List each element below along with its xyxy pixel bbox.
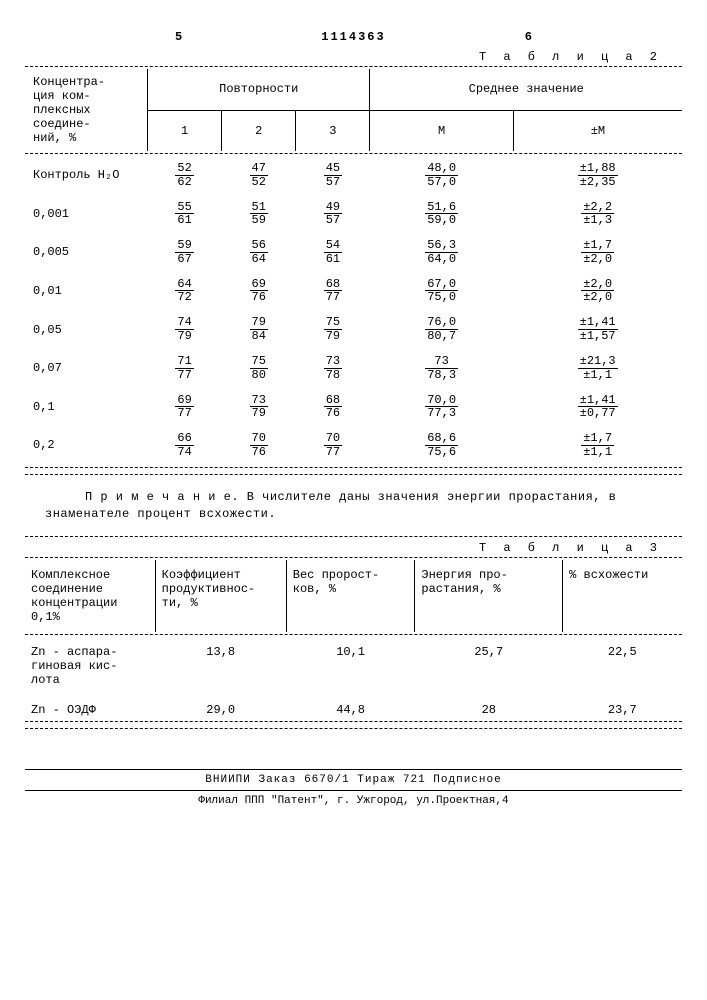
- cell: ±1,88±2,35: [513, 156, 682, 195]
- cell: 5967: [148, 233, 222, 272]
- divider: [25, 536, 682, 537]
- t3-h2: Коэффициент продуктивнос- ти, %: [155, 560, 286, 632]
- row-label: 0,07: [25, 349, 148, 388]
- cell: 7378: [296, 349, 370, 388]
- t2-h-mean: Среднее значение: [370, 69, 682, 110]
- cell: ±21,3±1,1: [513, 349, 682, 388]
- page-num-left: 5: [175, 30, 182, 44]
- table-row: Zn - аспара- гиновая кис- лота13,810,125…: [25, 637, 682, 695]
- divider: [25, 474, 682, 475]
- cell: 5262: [148, 156, 222, 195]
- table-row: 0,266747076707768,675,6±1,7±1,1: [25, 426, 682, 465]
- t2-h-M: M: [370, 110, 513, 151]
- cell: 7984: [222, 310, 296, 349]
- row-label: 0,001: [25, 195, 148, 234]
- cell: 6472: [148, 272, 222, 311]
- t2-h-3: 3: [296, 110, 370, 151]
- footer-line1: ВНИИПИ Заказ 6670/1 Тираж 721 Подписное: [25, 769, 682, 791]
- table2-label: Т а б л и ц а 2: [25, 50, 662, 64]
- cell: 25,7: [415, 637, 563, 695]
- cell: 7479: [148, 310, 222, 349]
- table-row: 0,0164726976687767,075,0±2,0±2,0: [25, 272, 682, 311]
- table-row: Контроль H₂O52624752455748,057,0±1,88±2,…: [25, 156, 682, 195]
- table-row: 0,00559675664546156,364,0±1,7±2,0: [25, 233, 682, 272]
- cell: 7077: [296, 426, 370, 465]
- cell: 68,675,6: [370, 426, 513, 465]
- cell: 51,659,0: [370, 195, 513, 234]
- cell: ±2,2±1,3: [513, 195, 682, 234]
- t3-h3: Вес пророст- ков, %: [286, 560, 415, 632]
- divider: [25, 66, 682, 67]
- table-row: 0,00155615159495751,659,0±2,2±1,3: [25, 195, 682, 234]
- cell: ±1,7±1,1: [513, 426, 682, 465]
- cell: 13,8: [155, 637, 286, 695]
- table-row: 0,169777379687670,077,3±1,41±0,77: [25, 388, 682, 427]
- cell: 4957: [296, 195, 370, 234]
- t3-h5: % всхожести: [563, 560, 682, 632]
- cell: 5664: [222, 233, 296, 272]
- cell: 7379: [222, 388, 296, 427]
- table-row: 0,077177758073787378,3±21,3±1,1: [25, 349, 682, 388]
- cell: 70,077,3: [370, 388, 513, 427]
- row-label: 0,2: [25, 426, 148, 465]
- cell: 56,364,0: [370, 233, 513, 272]
- cell: 5159: [222, 195, 296, 234]
- cell: 67,075,0: [370, 272, 513, 311]
- cell: 6876: [296, 388, 370, 427]
- cell: 10,1: [286, 637, 415, 695]
- t2-h-repeats: Повторности: [148, 69, 370, 110]
- cell: ±1,41±0,77: [513, 388, 682, 427]
- cell: 6977: [148, 388, 222, 427]
- cell: 22,5: [563, 637, 682, 695]
- divider: [25, 557, 682, 558]
- divider: [25, 467, 682, 468]
- table-2: Концентра- ция ком- плексных соедине- ни…: [25, 69, 682, 465]
- cell: 5461: [296, 233, 370, 272]
- t2-h-1: 1: [148, 110, 222, 151]
- divider: [25, 721, 682, 722]
- cell: 7378,3: [370, 349, 513, 388]
- divider: [25, 728, 682, 729]
- t2-h-concentration: Концентра- ция ком- плексных соедине- ни…: [25, 69, 148, 151]
- table-3: Комплексное соединение концентрации 0,1%…: [25, 560, 682, 725]
- cell: ±1,7±2,0: [513, 233, 682, 272]
- cell: 5561: [148, 195, 222, 234]
- cell: 76,080,7: [370, 310, 513, 349]
- cell: 7076: [222, 426, 296, 465]
- table3-label: Т а б л и ц а 3: [25, 541, 662, 555]
- row-label: Zn - аспара- гиновая кис- лота: [25, 637, 155, 695]
- cell: 7579: [296, 310, 370, 349]
- t2-h-pm: ±М: [513, 110, 682, 151]
- cell: 4752: [222, 156, 296, 195]
- note-text: П р и м е ч а н и е. В числителе даны зн…: [45, 489, 662, 523]
- row-label: 0,01: [25, 272, 148, 311]
- cell: 48,057,0: [370, 156, 513, 195]
- cell: 4557: [296, 156, 370, 195]
- footer-line2: Филиал ППП "Патент", г. Ужгород, ул.Прое…: [25, 791, 682, 811]
- row-label: 0,005: [25, 233, 148, 272]
- cell: 7580: [222, 349, 296, 388]
- row-label: Контроль H₂O: [25, 156, 148, 195]
- footer: ВНИИПИ Заказ 6670/1 Тираж 721 Подписное …: [25, 769, 682, 811]
- cell: ±1,41±1,57: [513, 310, 682, 349]
- row-label: 0,05: [25, 310, 148, 349]
- cell: 6877: [296, 272, 370, 311]
- doc-number: 1114363: [321, 30, 385, 44]
- page-num-right: 6: [525, 30, 532, 44]
- table-row: 0,0574797984757976,080,7±1,41±1,57: [25, 310, 682, 349]
- t3-h4: Энергия про- растания, %: [415, 560, 563, 632]
- cell: ±2,0±2,0: [513, 272, 682, 311]
- row-label: 0,1: [25, 388, 148, 427]
- t3-h1: Комплексное соединение концентрации 0,1%: [25, 560, 155, 632]
- t2-h-2: 2: [222, 110, 296, 151]
- cell: 7177: [148, 349, 222, 388]
- cell: 6674: [148, 426, 222, 465]
- cell: 6976: [222, 272, 296, 311]
